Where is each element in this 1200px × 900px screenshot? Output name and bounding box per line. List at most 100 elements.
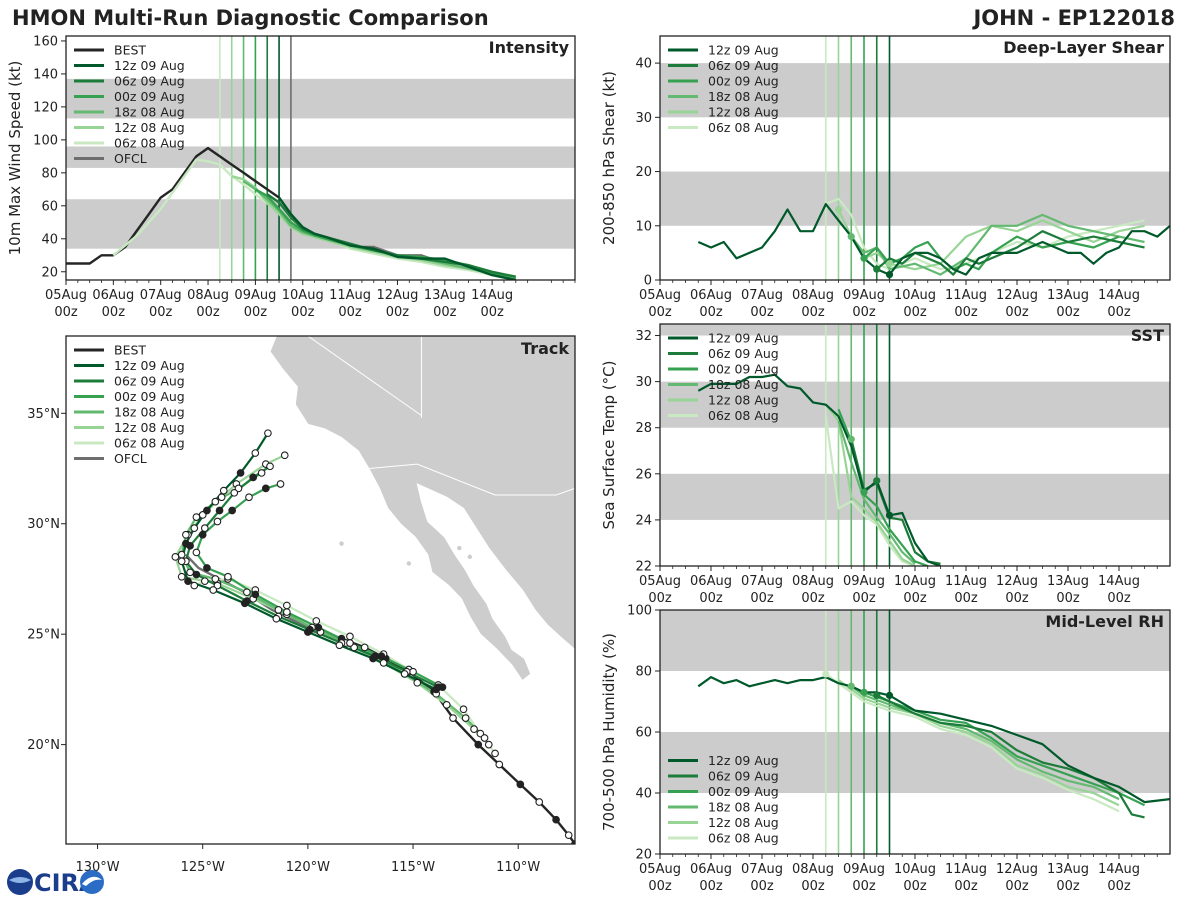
track-point-12z-09-aug-16 [264, 429, 272, 438]
sst-xtick-day-5: 10Aug [894, 574, 936, 589]
shear-marker-00z-09-aug-0 [860, 254, 868, 262]
sst-xtick-hour-0: 00z [648, 591, 672, 606]
intensity-xtick-day-9: 14Aug [471, 288, 513, 303]
sst-xtick-hour-2: 00z [750, 591, 774, 606]
rh-xtick-hour-7: 00z [1005, 879, 1029, 894]
sst-marker-06z-09-aug-0 [873, 477, 881, 485]
track-point-06z-08-aug-12 [190, 581, 199, 590]
track-point-12z-08-aug-17 [280, 451, 289, 460]
track-point-18z-08-aug-0 [480, 734, 489, 742]
track-point-12z-08-aug-1 [470, 725, 478, 733]
intensity-xtick-hour-3: 00z [196, 305, 220, 320]
shear-marker-18z-08-aug-0 [847, 233, 855, 241]
rh-series-18z-08-aug [850, 685, 1120, 801]
track-point-06z-09-aug-13 [230, 488, 239, 497]
track-point-12z-09-aug-4 [304, 628, 312, 636]
track-ytick-label-25-n: 25°N [27, 628, 60, 643]
rh-ylabel: 700-500 hPa Humidity (%) [600, 633, 618, 831]
island-1 [406, 561, 412, 566]
track-point-12z-08-aug-14 [217, 493, 226, 502]
intensity-ytick-label-140: 140 [33, 67, 58, 82]
track-point-06z-08-aug-0 [491, 749, 499, 758]
state-border-ca-nv [307, 336, 422, 416]
legend-label-00z-09-aug: 00z 09 Aug [708, 74, 779, 89]
rh-series-06z-08-aug [825, 673, 1120, 813]
shear-xtick-hour-1: 00z [699, 305, 723, 320]
legend-label-12z-08-aug: 12z 08 Aug [114, 420, 185, 435]
legend-label-00z-09-aug: 00z 09 Aug [114, 389, 185, 404]
intensity-xtick-hour-6: 00z [338, 305, 362, 320]
track-point-best-11 [360, 643, 369, 652]
intensity-xtick-day-0: 05Aug [45, 288, 87, 303]
legend-label-12z-08-aug: 12z 08 Aug [708, 105, 779, 120]
track-xtick-label-130-w: 130°W [75, 860, 119, 875]
shear-xtick-hour-4: 00z [852, 305, 876, 320]
legend-label-06z-08-aug: 06z 08 Aug [114, 136, 185, 151]
legend-label-12z-09-aug: 12z 09 Aug [708, 43, 779, 58]
track-point-18z-08-aug-14 [211, 497, 220, 506]
track-point-12z-09-aug-13 [219, 486, 228, 495]
rh-marker-00z-09-aug-0 [860, 688, 868, 696]
rh-xtick-day-4: 09Aug [843, 862, 885, 877]
legend-label-12z-09-aug: 12z 09 Aug [114, 58, 185, 73]
sst-xtick-hour-1: 00z [699, 591, 723, 606]
shear-marker-12z-08-aug-0 [834, 205, 843, 214]
intensity-xtick-hour-4: 00z [244, 305, 268, 320]
track-point-00z-09-aug-14 [261, 484, 270, 493]
rh-ytick-label-100: 100 [627, 604, 652, 619]
rh-xtick-hour-5: 00z [903, 879, 927, 894]
sst-ytick-label-30: 30 [635, 375, 652, 390]
shear-xtick-hour-7: 00z [1005, 305, 1029, 320]
track-point-00z-09-aug-11 [213, 517, 222, 526]
legend-label-06z-09-aug: 06z 09 Aug [708, 346, 779, 361]
sst-xtick-hour-6: 00z [954, 591, 978, 606]
rh-xtick-day-1: 06Aug [690, 862, 732, 877]
track-ytick-label-20-n: 20°N [27, 738, 60, 753]
sst-marker-12z-09-aug-0 [885, 511, 894, 519]
cira-logo: CIRA [7, 869, 104, 897]
track-xtick-label-125-w: 125°W [181, 860, 225, 875]
shear-ytick-label-40: 40 [635, 57, 652, 72]
track-best [341, 637, 575, 844]
shear-series-06z-09-aug [876, 230, 1145, 276]
sst-series-06z-08-aug [824, 416, 916, 566]
rh-xtick-day-8: 13Aug [1047, 862, 1089, 877]
legend-label-18z-08-aug: 18z 08 Aug [114, 105, 185, 120]
intensity-ytick-label-60: 60 [41, 199, 58, 214]
track-point-18z-08-aug-12 [182, 530, 190, 539]
intensity-frame [65, 35, 576, 281]
track-point-06z-08-aug-2 [459, 705, 468, 714]
shear-ytick-label-10: 10 [635, 219, 652, 234]
sst-band-1 [660, 381, 1170, 428]
legend-label-12z-09-aug: 12z 09 Aug [708, 753, 779, 768]
track-point-18z-08-aug-10 [186, 568, 194, 577]
shear-xtick-hour-2: 00z [750, 305, 774, 320]
intensity-xtick-day-2: 07Aug [140, 288, 182, 303]
sst-xtick-day-1: 06Aug [690, 574, 732, 589]
intensity-plot-area [66, 36, 575, 280]
track-point-06z-09-aug-11 [200, 524, 209, 533]
shear-xtick-hour-6: 00z [954, 305, 978, 320]
intensity-xtick-hour-7: 00z [386, 305, 410, 320]
shear-xtick-day-8: 13Aug [1047, 288, 1089, 303]
intensity-xtick-day-5: 10Aug [282, 288, 324, 303]
legend-label-ofcl: OFCL [114, 451, 147, 466]
track-point-12z-08-aug-3 [413, 678, 422, 687]
sst-ytick-label-26: 26 [635, 467, 652, 482]
legend-label-18z-08-aug: 18z 08 Aug [708, 377, 779, 392]
intensity-ytick-label-40: 40 [41, 232, 58, 247]
sst-xtick-day-7: 12Aug [996, 574, 1038, 589]
cira-swirl-icon [9, 877, 31, 883]
intensity-xtick-hour-5: 00z [291, 305, 315, 320]
intensity-xtick-day-6: 11Aug [329, 288, 371, 303]
intensity-xtick-hour-8: 00z [433, 305, 457, 320]
legend-label-12z-08-aug: 12z 08 Aug [114, 120, 185, 135]
island-2 [457, 545, 462, 551]
track-point-12z-08-aug-0 [484, 740, 493, 749]
track-point-18z-08-aug-9 [211, 575, 220, 583]
rh-ytick-label-20: 20 [635, 848, 652, 863]
legend-label-06z-09-aug: 06z 09 Aug [114, 74, 185, 89]
legend-label-18z-08-aug: 18z 08 Aug [708, 800, 779, 815]
legend-label-06z-08-aug: 06z 08 Aug [708, 120, 779, 135]
shear-ylabel: 200-850 hPa Shear (kt) [600, 71, 618, 245]
